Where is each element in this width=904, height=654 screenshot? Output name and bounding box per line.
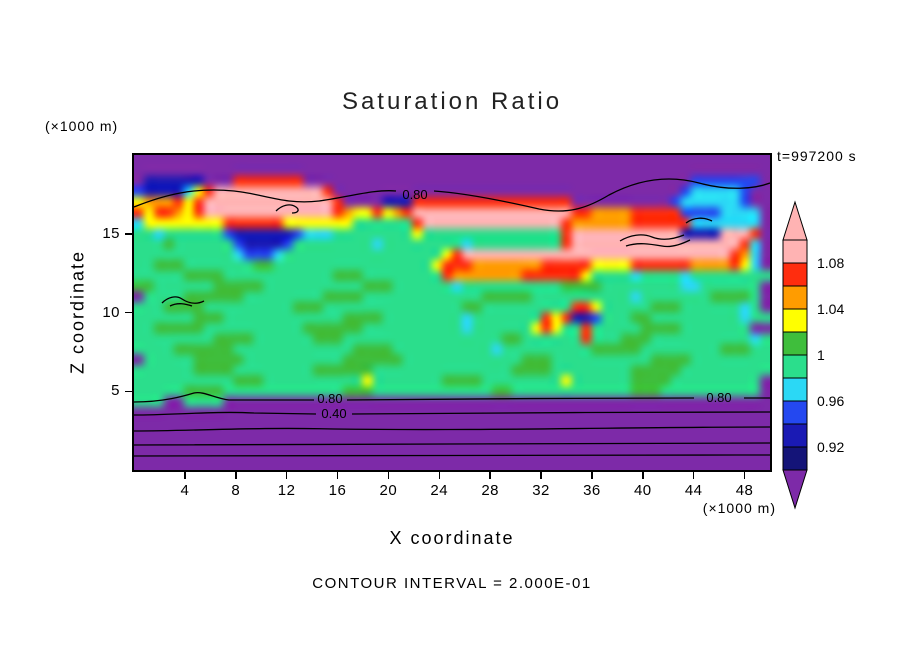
colorbar-segment [782,285,808,310]
x-tick-mark [743,472,746,479]
x-tick-label: 24 [430,482,449,499]
x-tick-mark [438,472,441,479]
y-axis-unit-label: (×1000 m) [45,118,119,134]
saturation-field-canvas [134,155,770,470]
contour-label: 0.80 [317,391,342,406]
y-axis-title: Z coordinate [67,249,88,375]
x-tick-mark [387,472,390,479]
contour-interval-note: CONTOUR INTERVAL = 2.000E-01 [312,575,592,592]
x-tick-label: 12 [277,482,296,499]
x-tick-mark [692,472,695,479]
contour-line [134,411,317,416]
contour-overlay: 0.800.800.400.80 [134,178,770,457]
colorbar-label: 0.92 [817,439,844,455]
colorbar-segment [782,377,808,402]
contour-line [134,391,314,403]
colorbar-arrow-bottom [782,469,808,510]
contour-line [625,239,691,248]
x-tick-mark [184,472,186,479]
y-tick-mark [125,390,132,392]
contour-line [134,189,397,208]
x-tick-label: 20 [379,482,398,499]
contour-line [134,454,770,457]
x-tick-label: 4 [180,482,190,499]
colorbar-label: 1 [817,347,825,363]
colorbar-segment [782,423,808,448]
x-tick-mark [540,472,542,479]
contour-line [433,178,770,212]
colorbar-label: 0.96 [817,393,844,409]
x-axis-title: X coordinate [389,528,515,548]
y-tick-mark [125,311,132,314]
x-tick-mark [285,472,288,479]
x-tick-label: 32 [532,482,550,499]
contour-line [275,204,299,214]
x-tick-mark [489,472,491,479]
plot-area: 0.80 0.80 0.40 0.80 [132,153,772,472]
colorbar-label: 1.08 [817,255,844,271]
contour-line [351,411,770,415]
colorbar-segment [782,400,808,425]
contour-line [134,426,770,432]
colorbar-segment [782,446,808,471]
contour-line [169,303,193,307]
x-tick-label: 16 [328,482,347,499]
contour-label: 0.80 [706,390,731,405]
x-tick-mark [591,472,593,479]
contour-line [619,234,685,242]
y-tick-label: 10 [102,303,120,321]
colorbar-segment [782,262,808,287]
contour-label: 0.40 [321,406,346,421]
y-tick-mark [125,233,132,235]
colorbar-segment [782,239,808,264]
colorbar-segment [782,331,808,356]
time-annotation: t=997200 s [777,148,857,164]
chart-title: Saturation Ratio [341,88,563,115]
contour-line [161,296,205,304]
x-tick-label: 48 [735,482,754,499]
colorbar-segment [782,354,808,379]
x-tick-label: 8 [231,482,241,499]
colorbar-label: 1.04 [817,301,844,317]
x-tick-label: 28 [481,482,499,499]
x-tick-label: 36 [583,482,601,499]
x-tick-mark [235,472,237,479]
colorbar-segment [782,308,808,333]
y-tick-label: 5 [111,382,120,400]
x-tick-mark [642,472,644,479]
contour-line [346,397,695,401]
y-tick-label: 15 [102,224,120,242]
x-tick-label: 40 [633,482,652,499]
x-tick-mark [336,472,339,479]
contour-label: 0.80 [402,187,427,202]
colorbar: 1.08 1.04 1 0.96 0.92 [775,200,895,512]
x-tick-label: 44 [684,482,703,499]
contour-line [685,217,713,224]
colorbar-arrow-top [782,200,808,241]
contour-line [134,442,770,446]
x-axis-unit-label: (×1000 m) [702,500,776,516]
